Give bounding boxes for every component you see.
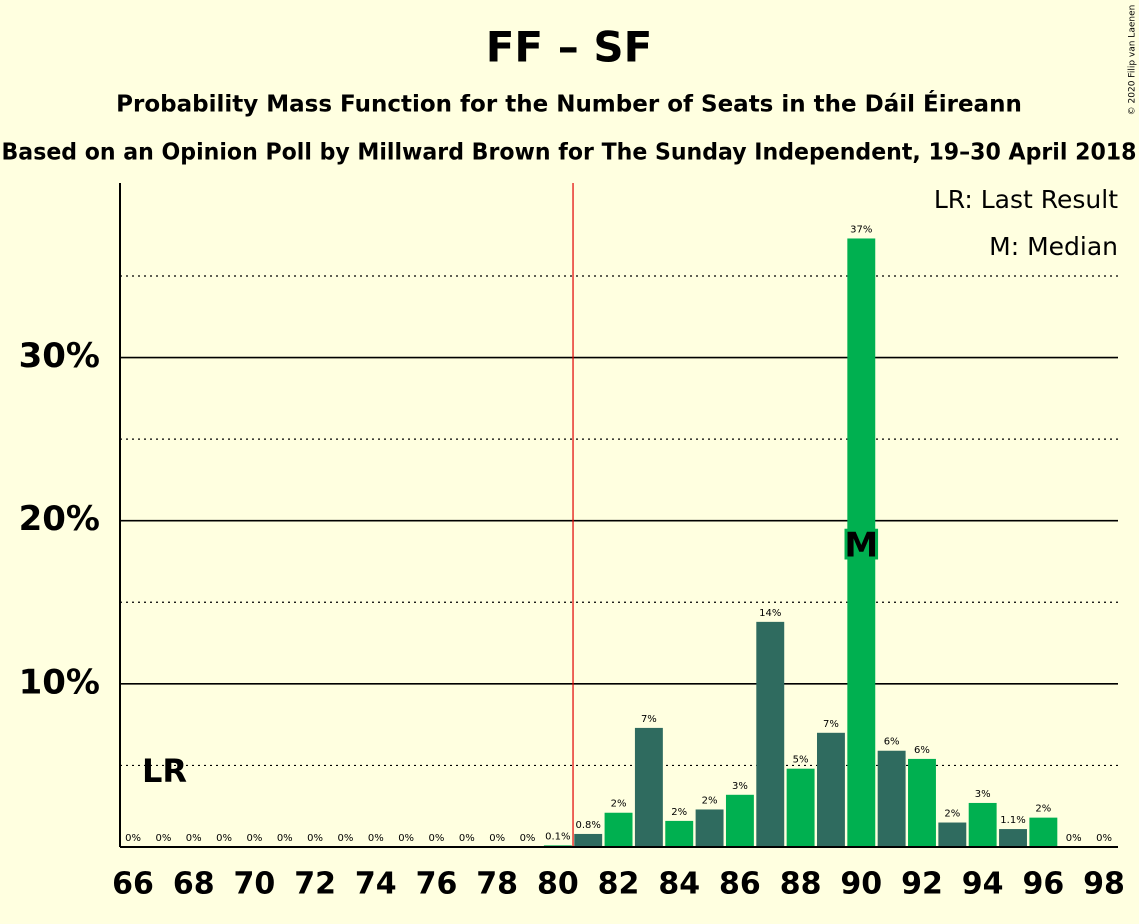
value-label: 0% [520, 833, 536, 844]
value-label: 2% [944, 809, 960, 820]
value-label: 3% [975, 789, 991, 800]
copyright: © 2020 Filip van Laenen [1128, 5, 1138, 116]
legend-entry: LR: Last Result [934, 185, 1118, 214]
y-tick-label: 10% [19, 662, 100, 702]
x-tick-label: 88 [780, 867, 822, 902]
x-tick-label: 70 [234, 867, 276, 902]
value-label: 0% [398, 833, 414, 844]
value-label: 0% [186, 833, 202, 844]
bar [1029, 817, 1058, 847]
bar [634, 727, 663, 847]
value-label: 0% [459, 833, 475, 844]
x-tick-label: 76 [416, 867, 458, 902]
bar [604, 812, 633, 847]
value-label: 0% [1096, 833, 1112, 844]
value-label: 0% [125, 833, 141, 844]
bar [908, 758, 936, 847]
bar [968, 802, 997, 847]
bar [665, 820, 694, 847]
x-tick-label: 86 [719, 867, 761, 902]
last-result-label: LR [142, 752, 187, 790]
median-label: M [844, 526, 878, 566]
value-label: 14% [759, 608, 781, 619]
x-tick-label: 98 [1083, 867, 1125, 902]
x-tick-label: 72 [294, 867, 336, 902]
value-label: 0% [338, 833, 354, 844]
value-label: 0% [489, 833, 505, 844]
bar [999, 829, 1027, 847]
x-tick-label: 96 [1022, 867, 1064, 902]
x-tick-label: 68 [173, 867, 215, 902]
value-label: 37% [850, 224, 872, 235]
bar [938, 822, 967, 847]
value-label: 5% [793, 755, 809, 766]
chart-caption: Based on an Opinion Poll by Millward Bro… [2, 140, 1137, 166]
x-tick-label: 80 [537, 867, 579, 902]
y-tick-label: 30% [19, 336, 100, 376]
value-label: 2% [671, 807, 687, 818]
value-label: 0.1% [545, 831, 570, 842]
value-label: 0% [368, 833, 384, 844]
bar [786, 768, 815, 847]
x-tick-label: 84 [658, 867, 700, 902]
x-tick-label: 90 [840, 867, 882, 902]
value-label: 0% [155, 833, 171, 844]
value-label: 0% [307, 833, 323, 844]
bar [816, 732, 845, 847]
x-tick-label: 92 [901, 867, 943, 902]
value-label: 0% [429, 833, 445, 844]
value-label: 1.1% [1000, 815, 1025, 826]
value-label: 0.8% [575, 820, 600, 831]
bar [574, 833, 603, 847]
x-tick-label: 94 [962, 867, 1004, 902]
bar [695, 809, 724, 847]
bar [756, 621, 785, 847]
value-label: 7% [641, 714, 657, 725]
value-label: 0% [277, 833, 293, 844]
value-label: 2% [1035, 804, 1051, 815]
bar [847, 238, 876, 847]
x-tick-label: 66 [112, 867, 154, 902]
value-label: 6% [914, 745, 930, 756]
value-label: 2% [702, 795, 718, 806]
value-label: 2% [611, 799, 627, 810]
value-label: 6% [884, 737, 900, 748]
x-tick-label: 78 [476, 867, 518, 902]
value-label: 0% [246, 833, 262, 844]
legend-entry: M: Median [989, 232, 1118, 261]
bar [877, 750, 906, 847]
value-label: 7% [823, 719, 839, 730]
value-label: 0% [216, 833, 232, 844]
value-label: 0% [1066, 833, 1082, 844]
bar [725, 794, 754, 847]
value-label: 3% [732, 781, 748, 792]
x-tick-label: 74 [355, 867, 397, 902]
x-tick-label: 82 [598, 867, 640, 902]
y-tick-label: 20% [19, 499, 100, 539]
chart-title: FF – SF [486, 23, 653, 72]
chart-subtitle: Probability Mass Function for the Number… [116, 90, 1022, 118]
